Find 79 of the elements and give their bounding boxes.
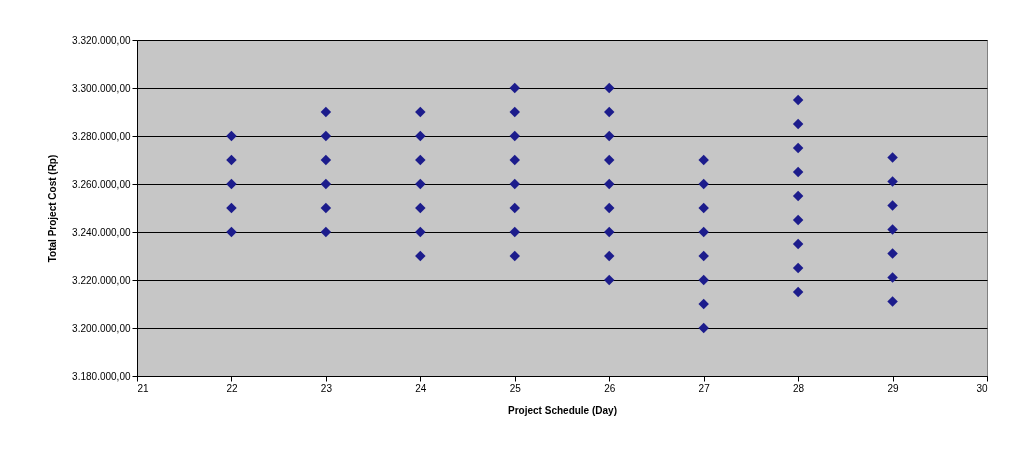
x-tick-label: 23 xyxy=(320,382,333,394)
point xyxy=(792,238,804,250)
x-tick-label: 22 xyxy=(226,382,238,394)
y-tick-label: 3.240.000,00 xyxy=(72,226,131,238)
point xyxy=(792,190,804,202)
point xyxy=(792,286,804,298)
point xyxy=(792,142,804,154)
x-tick-label: 24 xyxy=(415,382,427,394)
x-tick-label: 28 xyxy=(793,382,805,394)
point xyxy=(603,226,615,238)
y-tick-label: 3.280.000,00 xyxy=(72,130,131,142)
point xyxy=(792,262,804,274)
point xyxy=(509,106,521,118)
point xyxy=(509,82,521,94)
point xyxy=(415,106,426,118)
point xyxy=(415,154,426,166)
point xyxy=(415,226,426,238)
point xyxy=(603,154,615,166)
point xyxy=(509,154,521,166)
point xyxy=(509,202,521,214)
point xyxy=(792,94,804,106)
point xyxy=(887,200,898,211)
point xyxy=(887,272,898,283)
point xyxy=(415,130,426,142)
point xyxy=(509,178,521,190)
point xyxy=(320,178,332,190)
point xyxy=(887,248,898,259)
point xyxy=(603,82,615,94)
y-tick-label: 3.220.000,00 xyxy=(72,274,131,286)
point xyxy=(320,106,332,118)
point xyxy=(415,202,426,214)
point xyxy=(698,250,709,262)
point xyxy=(887,176,898,187)
point xyxy=(603,274,615,286)
point xyxy=(792,166,804,178)
point xyxy=(698,226,709,238)
point xyxy=(603,178,615,190)
point xyxy=(226,154,237,166)
x-tick-label: 30 xyxy=(976,382,988,394)
x-tick-label: 26 xyxy=(604,382,616,394)
point xyxy=(509,226,521,238)
point xyxy=(226,178,237,190)
point xyxy=(887,152,898,163)
point xyxy=(887,296,898,307)
y-tick-label: 3.200.000,00 xyxy=(72,322,131,334)
point xyxy=(415,178,426,190)
point xyxy=(698,298,709,310)
point xyxy=(698,322,709,334)
y-axis-title: Total Project Cost (Rp) xyxy=(47,154,59,263)
x-tick-label: 21 xyxy=(137,382,150,394)
point xyxy=(887,224,898,235)
point xyxy=(603,250,615,262)
point xyxy=(698,202,709,214)
x-tick-label: 27 xyxy=(698,382,711,394)
y-tick-label: 3.300.000,00 xyxy=(72,82,131,94)
x-tick-label: 29 xyxy=(887,382,900,394)
point xyxy=(415,250,426,262)
point xyxy=(698,178,709,190)
y-tick-label: 3.320.000,00 xyxy=(72,34,131,46)
point xyxy=(320,202,332,214)
point xyxy=(792,214,804,226)
x-tick-label: 25 xyxy=(509,382,522,394)
point xyxy=(509,130,521,142)
y-tick-label: 3.260.000,00 xyxy=(72,178,131,190)
point xyxy=(509,250,521,262)
y-tick-label: 3.180.000,00 xyxy=(72,370,131,382)
point xyxy=(226,130,237,142)
point xyxy=(603,106,615,118)
x-axis-title: Project Schedule (Day) xyxy=(508,404,617,416)
point xyxy=(698,154,709,166)
point xyxy=(226,226,237,238)
point xyxy=(698,274,709,286)
point xyxy=(603,202,615,214)
point xyxy=(226,202,237,214)
point xyxy=(603,130,615,142)
point xyxy=(792,118,804,130)
point xyxy=(320,226,332,238)
point xyxy=(320,130,332,142)
point xyxy=(320,154,332,166)
